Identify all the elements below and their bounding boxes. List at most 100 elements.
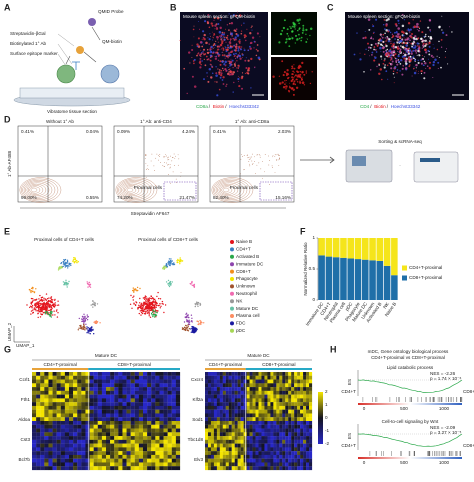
heatmap-cell: [264, 379, 268, 384]
event-dot: [169, 167, 171, 169]
heatmap-cell: [155, 466, 160, 471]
heatmap-cell: [237, 413, 241, 418]
heatmap-cell: [225, 405, 229, 410]
heatmap-cell: [77, 443, 82, 448]
signal-dot: [212, 48, 214, 49]
signal-dot: [407, 47, 410, 51]
contour: [122, 183, 143, 197]
group-label: CD8+T-proximal: [262, 362, 295, 367]
cell-dot: [40, 307, 43, 310]
cell-dot: [33, 308, 35, 311]
cell-dot: [39, 299, 42, 302]
event-dot: [269, 184, 270, 185]
heatmap-cell: [36, 466, 41, 471]
signal-dot: [235, 32, 238, 36]
signal-dot: [398, 40, 400, 41]
heatmap-cell: [205, 372, 209, 376]
signal-dot: [302, 27, 305, 29]
heatmap-cell: [285, 466, 289, 471]
signal-dot: [380, 55, 383, 58]
signal-dot: [420, 37, 423, 41]
heatmap-cell: [237, 405, 241, 410]
contour: [29, 186, 41, 194]
heatmap-cell: [106, 413, 111, 418]
heatmap-cell: [222, 462, 226, 467]
heatmap-cell: [288, 432, 292, 437]
heatmap-cell: [255, 462, 259, 467]
heatmap-cell: [300, 409, 304, 414]
signal-dot: [378, 72, 381, 76]
heatmap-cell: [228, 443, 232, 448]
signal-dot: [256, 49, 259, 52]
signal-dot: [396, 35, 399, 38]
event-dot: [175, 155, 176, 157]
heatmap-cell: [122, 379, 127, 384]
quadrant-value: 0.55%: [86, 195, 99, 200]
heatmap-cell: [216, 428, 220, 433]
signal-dot: [193, 58, 196, 61]
signal-dot: [227, 43, 229, 45]
contour: [218, 183, 239, 197]
heatmap-cell: [297, 402, 301, 407]
heatmap-cell: [288, 428, 292, 433]
heatmap-cell: [32, 454, 37, 459]
heatmap-cell: [40, 421, 45, 425]
heatmap-cell: [228, 402, 232, 407]
cell-dot: [133, 303, 135, 305]
heatmap-cell: [222, 447, 226, 452]
signal-dot: [377, 42, 380, 45]
heatmap-cell: [56, 436, 61, 440]
signal-dot: [230, 51, 232, 53]
cell-dot: [165, 266, 168, 269]
heatmap-cell: [270, 379, 274, 384]
event-dot: [278, 164, 280, 166]
heatmap-cell: [237, 390, 241, 395]
heatmap-cell: [261, 454, 265, 459]
cell-dot: [49, 315, 52, 317]
heatmap-cell: [159, 466, 164, 471]
heatmap-cell: [249, 447, 253, 452]
heatmap-cell: [56, 439, 61, 444]
signal-dot: [244, 36, 246, 39]
stain-label: Hoechst33342: [391, 104, 421, 109]
cell-dot: [152, 315, 154, 318]
signal-dot: [217, 39, 219, 41]
signal-dot: [224, 60, 227, 64]
signal-dot: [427, 35, 430, 38]
cell-dot: [85, 323, 87, 325]
cell-dot: [66, 260, 69, 263]
signal-dot: [388, 38, 391, 41]
heatmap-cell: [243, 428, 247, 433]
signal-dot: [202, 50, 204, 53]
pointer: [57, 33, 75, 47]
heatmap-cell: [294, 394, 298, 399]
cell-dot: [60, 267, 62, 269]
cell-dot: [65, 284, 68, 286]
signal-dot: [367, 49, 369, 51]
heatmap-cell: [207, 379, 212, 384]
event-dot: [169, 182, 171, 184]
heatmap-cell: [56, 451, 61, 456]
heatmap-cell: [252, 454, 256, 459]
heatmap-cell: [130, 383, 135, 388]
plot-title: Without 1° Ab: [46, 119, 74, 124]
cell-dot: [152, 309, 154, 311]
heatmap-cell: [240, 375, 244, 380]
heatmap-cell: [114, 432, 119, 437]
bar-segment: [347, 258, 354, 300]
label: QM-biotin: [102, 39, 122, 44]
heatmap-cell: [216, 451, 220, 456]
cell-dot: [151, 307, 153, 309]
heatmap-cell: [101, 424, 107, 429]
heatmap-cell: [155, 432, 160, 437]
signal-dot: [398, 51, 401, 53]
heatmap-cell: [44, 413, 49, 418]
heatmap-cell: [159, 394, 164, 399]
heatmap-cell: [85, 443, 90, 448]
signal-dot: [238, 40, 241, 43]
cell-dot: [57, 304, 60, 306]
cell-dot: [63, 262, 65, 264]
heatmap-cell: [118, 413, 123, 418]
heatmap-cell: [167, 432, 172, 437]
heatmap-cell: [279, 451, 283, 456]
